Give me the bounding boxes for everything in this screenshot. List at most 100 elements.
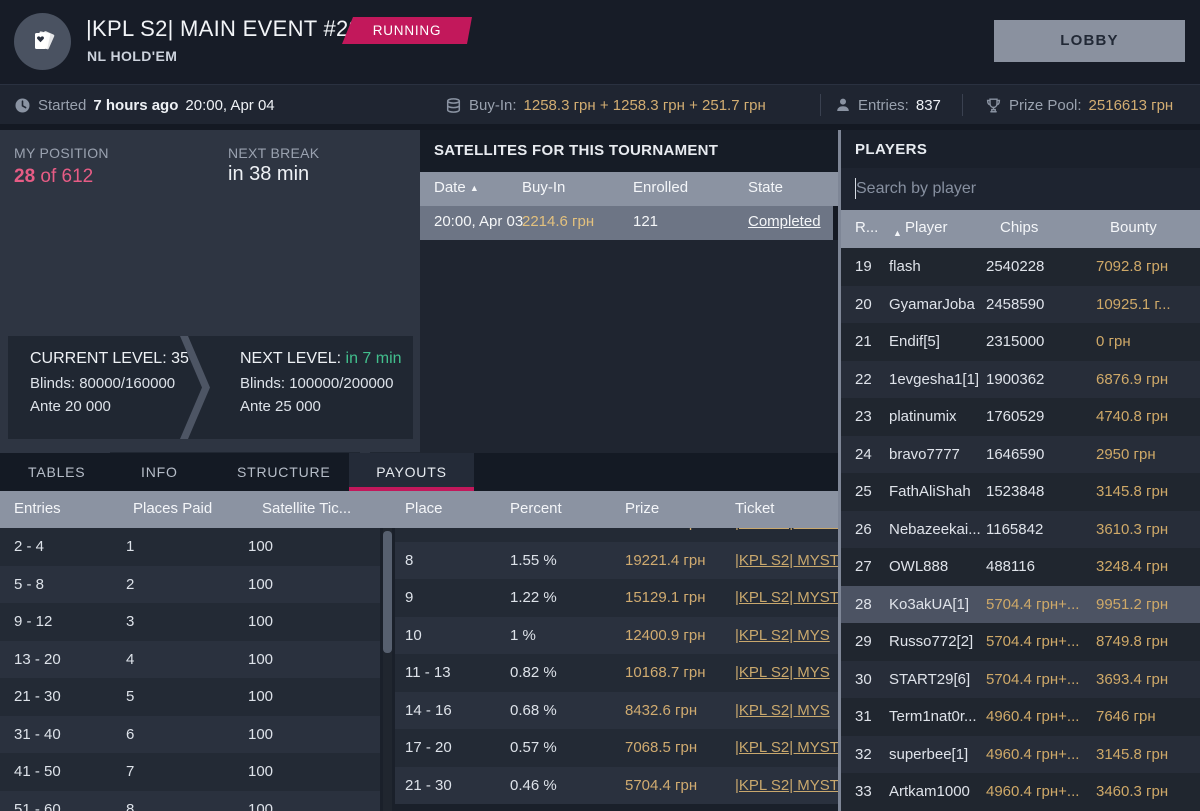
player-chips: 4960.4 грн+...: [986, 745, 1080, 763]
player-chips: 2458590: [986, 295, 1045, 313]
ticket-link[interactable]: |KPL S2| MYST: [735, 739, 838, 756]
satellite-state-link[interactable]: Completed: [748, 213, 821, 230]
ticket-link[interactable]: |KPL S2| MYS: [735, 626, 830, 644]
ticket-link[interactable]: |KPL S2| MYST: [735, 551, 838, 569]
player-rank: 26: [855, 520, 872, 538]
player-row-current-user[interactable]: 28 Ko3akUA[1] 5704.4 грн+... 9951.2 грн: [841, 585, 1200, 623]
player-rank: 27: [855, 558, 872, 575]
entries-table-scrollbar-thumb[interactable]: [383, 531, 392, 653]
satellite-tickets: 100: [248, 538, 274, 555]
person-icon: [835, 97, 851, 113]
players-table-header: R... ▲ Player Chips Bounty: [841, 210, 1200, 248]
payout-place: 9: [405, 589, 414, 606]
player-bounty: 7646 грн: [1096, 708, 1156, 725]
places-paid: 3: [126, 613, 135, 630]
next-break-value: in 38 min: [228, 163, 310, 185]
ticket-link[interactable]: |KPL S2| MYS: [735, 701, 830, 719]
chips-col-header: Chips: [1000, 219, 1039, 236]
player-name: Ko3akUA[1]: [889, 595, 970, 613]
ticket-link[interactable]: |KPL S2| MYST: [735, 528, 838, 531]
ticket-link[interactable]: |KPL S2| MYS: [735, 664, 830, 681]
satellites-col-date[interactable]: Date ▲: [434, 179, 479, 196]
entries-info: Entries: 837: [835, 85, 941, 125]
player-name: START29[6]: [889, 670, 971, 688]
player-name: Artkam1000: [889, 783, 970, 800]
current-level-card: CURRENT LEVEL: 35 Blinds: 80000/160000 A…: [8, 336, 202, 439]
entries-range: 51 - 60: [14, 800, 61, 811]
payout-place: 17 - 20: [405, 739, 452, 756]
satellite-tickets: 100: [248, 763, 274, 780]
tournament-title: |KPL S2| MAIN EVENT #23: [86, 16, 362, 41]
payout-percent: 2.18 %: [510, 528, 625, 542]
satellites-title: SATELLITES FOR THIS TOURNAMENT: [434, 142, 719, 159]
player-rank: 31: [855, 708, 872, 725]
tab-tables[interactable]: TABLES: [28, 464, 86, 480]
lower-tab-bar: TABLES INFO STRUCTURE PAYOUTS: [0, 453, 838, 491]
tab-info[interactable]: INFO: [141, 464, 178, 480]
rank-col-header[interactable]: R...: [855, 219, 879, 236]
player-row[interactable]: 29 Russo772[2] 5704.4 грн+... 8749.8 грн: [841, 623, 1200, 661]
satellites-empty-area: [420, 240, 838, 453]
player-name: Nebazeekai...: [889, 520, 981, 538]
player-row[interactable]: 19 flash 2540228 7092.8 грн: [841, 248, 1200, 286]
ticket-link[interactable]: |KPL S2| MYST: [735, 776, 838, 794]
trophy-icon: [985, 97, 1002, 114]
player-chips: 4960.4 грн+...: [986, 708, 1080, 725]
player-name: platinumix: [889, 408, 957, 425]
next-level-title: NEXT LEVEL: in 7 min: [240, 350, 413, 368]
player-row[interactable]: 22 1evgesha1[1] 1900362 6876.9 грн: [841, 360, 1200, 398]
player-row[interactable]: 21 Endif[5] 2315000 0 грн: [841, 323, 1200, 361]
entries-value: 837: [915, 96, 941, 114]
table-row: 9 1.22 % 15129.1 грн |KPL S2| MYST: [395, 579, 838, 617]
table-row: 2 - 4 1 100: [0, 528, 380, 566]
table-row: 51 - 60 8 100: [0, 790, 380, 811]
player-row[interactable]: 31 Term1nat0r... 4960.4 грн+... 7646 грн: [841, 698, 1200, 736]
prize-pool-breakdown-card: Prize Pool Regular Knockout Tickets: [370, 452, 420, 453]
player-row[interactable]: 30 START29[6] 5704.4 грн+... 3693.4 грн: [841, 660, 1200, 698]
player-row[interactable]: 26 Nebazeekai... 1165842 3610.3 грн: [841, 510, 1200, 548]
game-type-label: NL HOLD'EM: [87, 48, 178, 64]
satellite-tickets: 100: [248, 688, 274, 705]
entries-label: Entries:: [858, 96, 909, 114]
payout-prize: 7068.5 грн: [625, 739, 698, 756]
tab-payouts[interactable]: PAYOUTS: [349, 453, 474, 491]
started-ago: 7 hours ago: [93, 96, 179, 114]
my-position-label: MY POSITION: [14, 145, 109, 161]
player-row[interactable]: 27 OWL888 488116 3248.4 грн: [841, 548, 1200, 586]
player-row[interactable]: 25 FathAliShah 1523848 3145.8 грн: [841, 473, 1200, 511]
player-name: 1evgesha1[1]: [889, 370, 980, 388]
search-input[interactable]: [841, 168, 1200, 210]
satellite-buyin: 2214.6 грн: [522, 213, 595, 230]
ticket-link[interactable]: |KPL S2| MYST: [735, 589, 838, 606]
playing-cards-icon: [27, 26, 59, 58]
player-col-header: Player: [905, 219, 948, 236]
player-row[interactable]: 24 bravo7777 1646590 2950 грн: [841, 435, 1200, 473]
next-level-countdown: in 7 min: [345, 350, 402, 367]
payouts-tables-header: Entries Places Paid Satellite Tic... Pla…: [0, 491, 838, 528]
entries-table-scrollbar-track[interactable]: [383, 528, 392, 811]
entries-range: 31 - 40: [14, 725, 61, 743]
next-level-card: NEXT LEVEL: in 7 min Blinds: 100000/2000…: [188, 336, 413, 439]
place-col-header: Place: [405, 500, 443, 517]
prize-pool-info: Prize Pool: 2516613 грн: [985, 85, 1173, 125]
player-row[interactable]: 32 superbee[1] 4960.4 грн+... 3145.8 грн: [841, 735, 1200, 773]
player-bounty: 8749.8 грн: [1096, 633, 1169, 650]
player-row[interactable]: 33 Artkam1000 4960.4 грн+... 3460.3 грн: [841, 773, 1200, 811]
entries-range: 13 - 20: [14, 650, 61, 668]
player-row[interactable]: 23 platinumix 1760529 4740.8 грн: [841, 398, 1200, 436]
payout-percent: 1.22 %: [510, 589, 557, 606]
payout-prize: 8432.6 грн: [625, 701, 698, 719]
satellite-row[interactable]: 20:00, Apr 03 2214.6 грн 121 Completed: [420, 206, 833, 240]
player-rank: 21: [855, 333, 872, 350]
satellite-tickets: 100: [248, 613, 274, 630]
player-chips: 5704.4 грн+...: [986, 595, 1080, 613]
lobby-button[interactable]: LOBBY: [994, 20, 1185, 62]
player-rank: 22: [855, 370, 872, 388]
next-level-blinds: Blinds: 100000/200000: [240, 375, 394, 392]
table-row: 13 - 20 4 100: [0, 640, 380, 678]
tab-structure[interactable]: STRUCTURE: [237, 464, 331, 480]
buyin-info: Buy-In: 1258.3 грн + 1258.3 грн + 251.7 …: [445, 85, 766, 125]
player-row[interactable]: 20 GyamarJoba 2458590 10925.1 г...: [841, 285, 1200, 323]
player-bounty: 4740.8 грн: [1096, 408, 1169, 425]
